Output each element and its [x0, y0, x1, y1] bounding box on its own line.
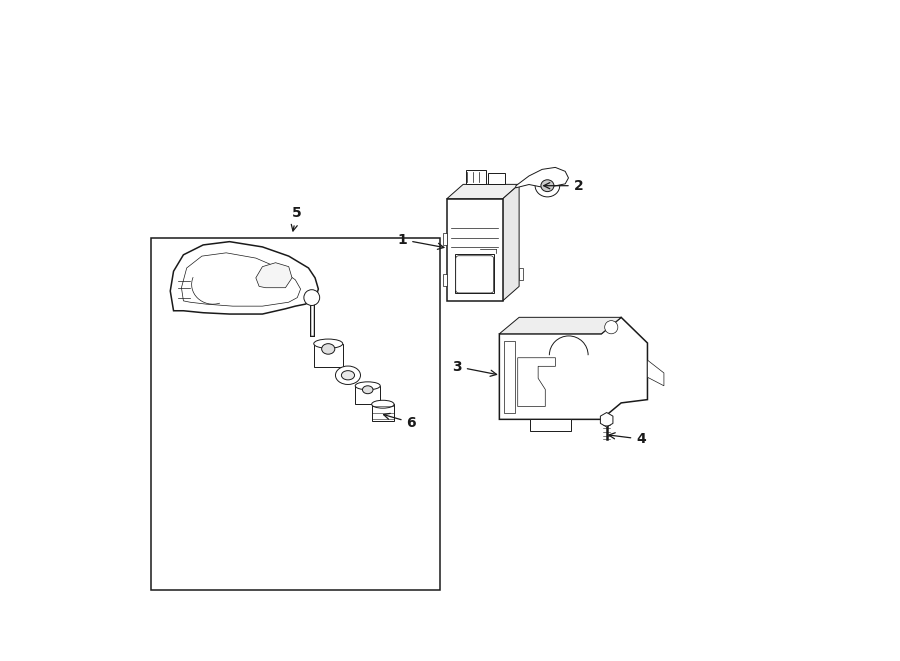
- Circle shape: [304, 290, 320, 305]
- Polygon shape: [503, 184, 519, 301]
- Text: 4: 4: [608, 432, 646, 446]
- Text: 5: 5: [292, 206, 302, 231]
- Ellipse shape: [363, 386, 373, 394]
- Bar: [455, 254, 494, 293]
- Polygon shape: [170, 242, 319, 314]
- Polygon shape: [518, 358, 555, 407]
- Bar: [443, 233, 446, 245]
- Polygon shape: [256, 262, 292, 288]
- Bar: [372, 405, 394, 421]
- Ellipse shape: [336, 366, 361, 385]
- Ellipse shape: [314, 339, 343, 348]
- Polygon shape: [647, 360, 664, 386]
- Polygon shape: [516, 167, 569, 188]
- Text: 2: 2: [544, 178, 583, 193]
- Bar: [314, 344, 343, 368]
- Bar: [356, 386, 380, 405]
- Polygon shape: [500, 317, 647, 419]
- Text: 3: 3: [452, 360, 497, 376]
- Text: 1: 1: [398, 233, 444, 249]
- Polygon shape: [182, 253, 301, 306]
- Text: 6: 6: [383, 413, 416, 430]
- Polygon shape: [500, 317, 621, 334]
- Ellipse shape: [341, 371, 355, 380]
- Bar: [150, 239, 440, 590]
- Bar: [446, 199, 503, 301]
- Ellipse shape: [536, 175, 560, 197]
- Polygon shape: [446, 184, 519, 199]
- Ellipse shape: [541, 180, 554, 192]
- Circle shape: [605, 321, 617, 334]
- FancyBboxPatch shape: [455, 256, 493, 293]
- Bar: [489, 173, 505, 184]
- Ellipse shape: [321, 344, 335, 354]
- Bar: [466, 170, 485, 184]
- Polygon shape: [505, 340, 515, 412]
- Bar: [443, 274, 446, 286]
- Bar: [530, 419, 571, 431]
- Bar: [519, 268, 523, 280]
- Ellipse shape: [372, 401, 394, 408]
- Polygon shape: [600, 412, 613, 427]
- Ellipse shape: [356, 382, 380, 390]
